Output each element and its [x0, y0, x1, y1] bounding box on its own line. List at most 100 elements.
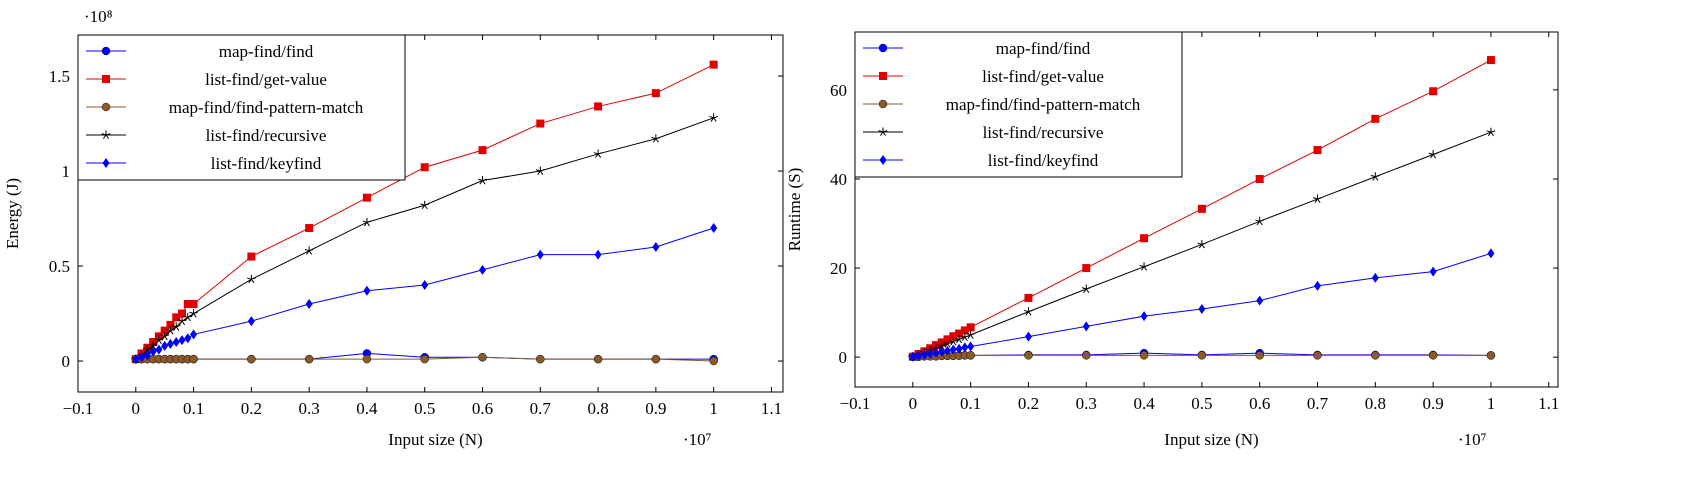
marker: [189, 300, 198, 309]
marker: [909, 351, 917, 362]
x-tick-label: 0.2: [1018, 394, 1039, 413]
series-line: [135, 117, 714, 360]
x-tick-label: 0.8: [1365, 394, 1386, 413]
marker: [478, 353, 487, 362]
marker: [955, 329, 964, 338]
marker: [102, 158, 110, 168]
marker: [1313, 146, 1322, 155]
legend-label: list-find/keyfind: [211, 154, 322, 173]
marker: [1024, 293, 1033, 302]
marker: [593, 149, 603, 158]
marker: [102, 75, 110, 83]
marker: [1255, 174, 1264, 183]
marker: [878, 127, 888, 136]
marker: [143, 350, 151, 361]
marker: [879, 72, 887, 80]
marker: [132, 354, 140, 365]
legend-label: map-find/find: [996, 39, 1091, 58]
marker: [142, 345, 152, 354]
marker: [171, 322, 181, 331]
legend-label: list-find/keyfind: [988, 151, 1099, 170]
marker: [709, 113, 719, 122]
x-tick-label: 0.6: [1249, 394, 1270, 413]
marker: [183, 300, 192, 309]
marker: [363, 285, 371, 296]
legend-label: list-find/get-value: [205, 70, 327, 89]
marker: [1198, 304, 1206, 315]
marker: [1082, 264, 1091, 273]
marker: [651, 89, 660, 98]
marker: [155, 344, 163, 355]
marker: [172, 337, 180, 348]
marker: [966, 330, 976, 339]
marker: [593, 354, 603, 364]
x-tick-label: 1: [709, 399, 718, 418]
marker: [961, 342, 969, 353]
x-tick-label: 0.4: [1133, 394, 1155, 413]
marker: [1313, 194, 1322, 203]
marker: [943, 339, 952, 348]
marker: [138, 352, 146, 363]
x-tick-label: 0.3: [1076, 394, 1097, 413]
legend-label: list-find/get-value: [982, 67, 1104, 86]
marker: [189, 354, 198, 364]
marker: [305, 299, 313, 310]
marker: [420, 354, 429, 364]
marker: [1255, 216, 1265, 226]
marker: [1082, 351, 1091, 360]
y-tick-label: 0.5: [49, 257, 70, 276]
x-tick-label: 1.1: [1538, 394, 1559, 413]
marker: [1197, 351, 1207, 360]
marker: [710, 223, 718, 234]
marker: [304, 354, 314, 364]
x-tick-label: 0.6: [472, 399, 493, 418]
y-axis-label: Runtime (S): [785, 168, 804, 252]
plot-frame: [77, 34, 784, 393]
marker: [1024, 331, 1032, 342]
marker: [420, 200, 430, 210]
marker: [478, 146, 487, 155]
plot-frame: [854, 31, 1559, 388]
marker: [166, 320, 175, 329]
marker: [960, 326, 969, 335]
marker: [1314, 280, 1321, 291]
marker: [148, 341, 158, 350]
marker: [246, 274, 256, 284]
marker: [1140, 234, 1149, 243]
marker: [1024, 351, 1033, 360]
marker: [651, 134, 661, 143]
marker: [172, 313, 181, 322]
x-scale-label: ·10⁷: [683, 430, 712, 449]
marker: [177, 316, 187, 326]
marker: [954, 334, 964, 344]
x-axis-label: Input size (N): [1164, 430, 1258, 449]
marker: [1140, 311, 1148, 322]
x-scale-label: ·10⁷: [1458, 430, 1487, 449]
marker: [967, 341, 975, 352]
x-tick-label: 0.9: [645, 399, 666, 418]
marker: [1428, 149, 1438, 159]
x-tick-label: 0.3: [299, 399, 320, 418]
y-tick-label: 0: [62, 352, 71, 371]
marker: [421, 280, 429, 291]
x-tick-label: 0.4: [356, 399, 378, 418]
y-axis-label: Energy (J): [3, 178, 22, 249]
x-tick-label: 0: [909, 394, 918, 413]
marker: [966, 323, 975, 332]
x-tick-label: 0.1: [183, 399, 204, 418]
marker: [1429, 266, 1437, 277]
x-tick-label: 0.9: [1423, 394, 1444, 413]
marker: [944, 345, 951, 356]
marker: [1429, 87, 1438, 96]
series-line: [135, 227, 714, 360]
marker: [594, 102, 603, 111]
marker: [149, 346, 157, 357]
marker: [247, 354, 256, 364]
marker: [101, 102, 111, 112]
y-tick-label: 60: [830, 81, 847, 100]
marker: [1139, 351, 1149, 360]
x-tick-label: 0.7: [530, 399, 552, 418]
marker: [154, 335, 164, 345]
marker: [160, 331, 170, 341]
marker: [536, 249, 544, 260]
